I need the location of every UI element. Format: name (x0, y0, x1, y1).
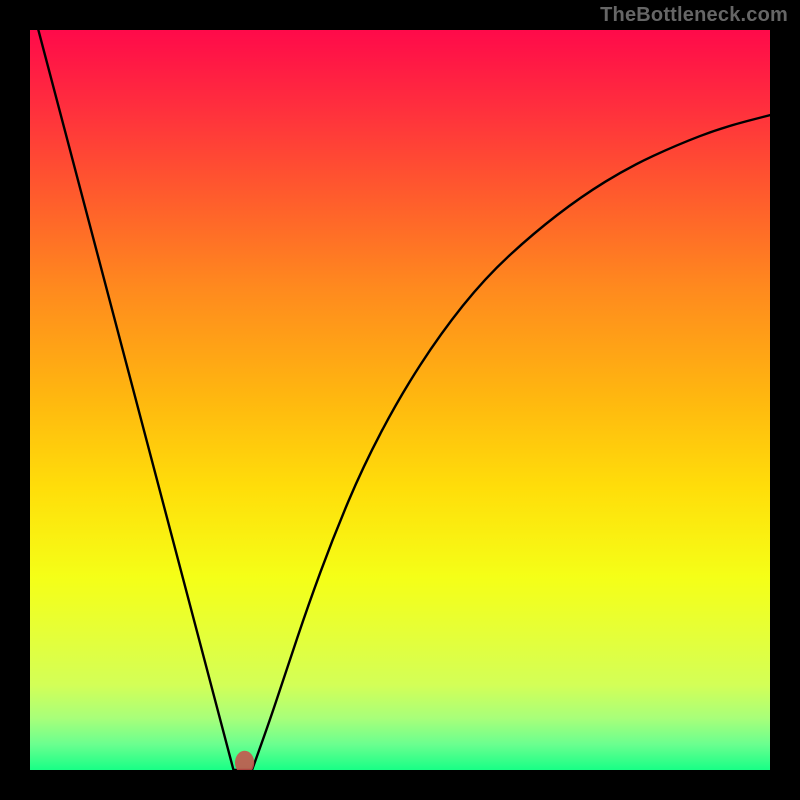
watermark-text: TheBottleneck.com (600, 4, 788, 27)
plot-area (30, 30, 770, 770)
chart-frame: TheBottleneck.com (0, 0, 800, 800)
gradient-plot (30, 30, 770, 770)
